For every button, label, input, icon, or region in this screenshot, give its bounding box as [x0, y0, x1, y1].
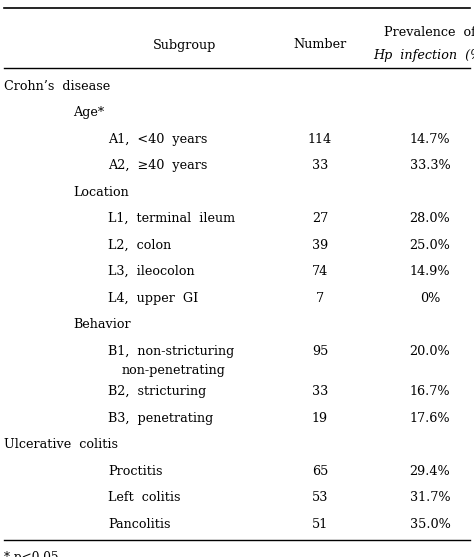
- Text: A1,  <40  years: A1, <40 years: [108, 133, 207, 146]
- Text: 17.6%: 17.6%: [410, 412, 450, 425]
- Text: B1,  non-stricturing: B1, non-stricturing: [108, 345, 234, 358]
- Text: B3,  penetrating: B3, penetrating: [108, 412, 213, 425]
- Text: 39: 39: [312, 239, 328, 252]
- Text: Ulcerative  colitis: Ulcerative colitis: [4, 438, 118, 451]
- Text: 20.0%: 20.0%: [410, 345, 450, 358]
- Text: 29.4%: 29.4%: [410, 465, 450, 478]
- Text: 25.0%: 25.0%: [410, 239, 450, 252]
- Text: L2,  colon: L2, colon: [108, 239, 171, 252]
- Text: Pancolitis: Pancolitis: [108, 518, 171, 531]
- Text: Left  colitis: Left colitis: [108, 491, 181, 504]
- Text: A2,  ≥40  years: A2, ≥40 years: [108, 159, 207, 172]
- Text: 27: 27: [312, 212, 328, 225]
- Text: Crohn’s  disease: Crohn’s disease: [4, 80, 110, 93]
- Text: 7: 7: [316, 292, 324, 305]
- Text: 19: 19: [312, 412, 328, 425]
- Text: 53: 53: [312, 491, 328, 504]
- Text: 33: 33: [312, 385, 328, 398]
- Text: 74: 74: [312, 265, 328, 278]
- Text: 33: 33: [312, 159, 328, 172]
- Text: 51: 51: [312, 518, 328, 531]
- Text: non-penetrating: non-penetrating: [122, 364, 226, 377]
- Text: * p<0.05.: * p<0.05.: [4, 551, 63, 557]
- Text: 0%: 0%: [420, 292, 440, 305]
- Text: 35.0%: 35.0%: [410, 518, 450, 531]
- Text: 33.3%: 33.3%: [410, 159, 450, 172]
- Text: Number: Number: [293, 38, 346, 51]
- Text: 95: 95: [312, 345, 328, 358]
- Text: Hp  infection  (%): Hp infection (%): [373, 48, 474, 61]
- Text: Behavior: Behavior: [73, 318, 131, 331]
- Text: 16.7%: 16.7%: [410, 385, 450, 398]
- Text: L3,  ileocolon: L3, ileocolon: [108, 265, 195, 278]
- Text: 28.0%: 28.0%: [410, 212, 450, 225]
- Text: 31.7%: 31.7%: [410, 491, 450, 504]
- Text: 65: 65: [312, 465, 328, 478]
- Text: 14.7%: 14.7%: [410, 133, 450, 146]
- Text: B2,  stricturing: B2, stricturing: [108, 385, 206, 398]
- Text: L4,  upper  GI: L4, upper GI: [108, 292, 198, 305]
- Text: Age*: Age*: [73, 106, 104, 119]
- Text: Proctitis: Proctitis: [108, 465, 163, 478]
- Text: 14.9%: 14.9%: [410, 265, 450, 278]
- Text: L1,  terminal  ileum: L1, terminal ileum: [108, 212, 235, 225]
- Text: Prevalence  of: Prevalence of: [384, 27, 474, 40]
- Text: 114: 114: [308, 133, 332, 146]
- Text: Subgroup: Subgroup: [153, 38, 217, 51]
- Text: Location: Location: [73, 185, 129, 199]
